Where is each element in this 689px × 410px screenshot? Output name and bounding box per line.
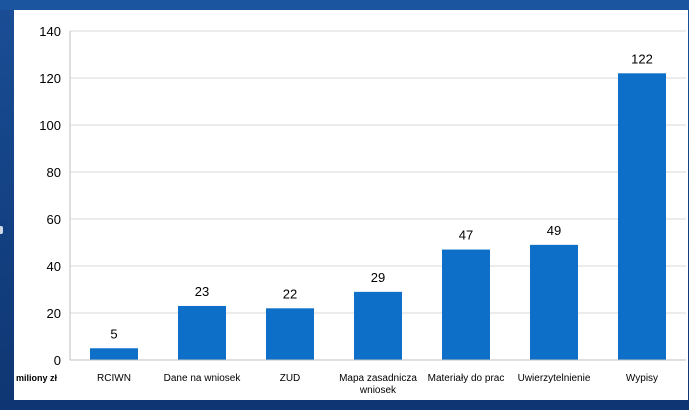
bar-2 — [266, 308, 314, 360]
y-tick-label-100: 100 — [39, 118, 61, 133]
slide-header-band — [0, 0, 689, 10]
bar-0 — [90, 348, 138, 360]
x-tick-label-1: Dane na wniosek — [164, 373, 242, 384]
data-label-5: 49 — [547, 223, 561, 238]
bar-5 — [530, 244, 578, 360]
x-tick-label-0: RCIWN — [97, 373, 131, 384]
data-label-1: 23 — [195, 284, 209, 299]
y-tick-label-20: 20 — [47, 306, 61, 321]
data-label-2: 22 — [283, 286, 297, 301]
y-tick-label-80: 80 — [47, 165, 61, 180]
data-label-0: 5 — [110, 326, 117, 341]
axes — [69, 31, 686, 361]
chart-panel: 0 20 40 60 80 100 120 140 5 RCIWN 23 Dane na wniose… — [14, 10, 688, 400]
y-tick-label-120: 120 — [39, 71, 61, 86]
data-label-6: 122 — [631, 51, 653, 66]
y-tick-label-40: 40 — [47, 259, 61, 274]
x-tick-label-line: Materiały do prac — [428, 373, 505, 384]
x-tick-label-line: RCIWN — [97, 373, 131, 384]
x-tick-label-line: Dane na wniosek — [164, 373, 242, 384]
x-tick-label-4: Materiały do prac — [428, 373, 505, 384]
x-tick-label-line: ZUD — [280, 373, 301, 384]
x-tick-label-line: Wypisy — [626, 373, 658, 384]
bar-chart: 0 20 40 60 80 100 120 140 5 RCIWN 23 Dane na wniose… — [16, 24, 686, 396]
y-tick-label-60: 60 — [47, 212, 61, 227]
x-tick-label-3: Mapa zasadnicza wniosek — [339, 373, 417, 396]
bar-6 — [618, 73, 666, 361]
bar-4 — [442, 249, 490, 360]
bar-1 — [178, 305, 226, 360]
x-tick-label-5: Uwierzytelnienie — [518, 373, 591, 384]
bars — [90, 73, 666, 361]
x-tick-label-2: ZUD — [280, 373, 301, 384]
x-tick-label-line: Uwierzytelnienie — [518, 373, 591, 384]
x-tick-label-line: Mapa zasadnicza — [339, 373, 417, 384]
x-tick-label-line: wniosek — [359, 385, 397, 396]
bar-3 — [354, 291, 402, 360]
y-tick-label-0: 0 — [54, 353, 61, 368]
slide-edge-marker — [0, 226, 3, 234]
data-label-4: 47 — [459, 228, 473, 243]
data-label-3: 29 — [371, 270, 385, 285]
x-tick-label-6: Wypisy — [626, 373, 658, 384]
y-tick-label-140: 140 — [39, 24, 61, 39]
unit-label: miliony zł — [16, 373, 58, 383]
labels: 0 20 40 60 80 100 120 140 5 RCIWN 23 Dane na wniose… — [16, 24, 658, 396]
gridlines — [70, 30, 686, 314]
